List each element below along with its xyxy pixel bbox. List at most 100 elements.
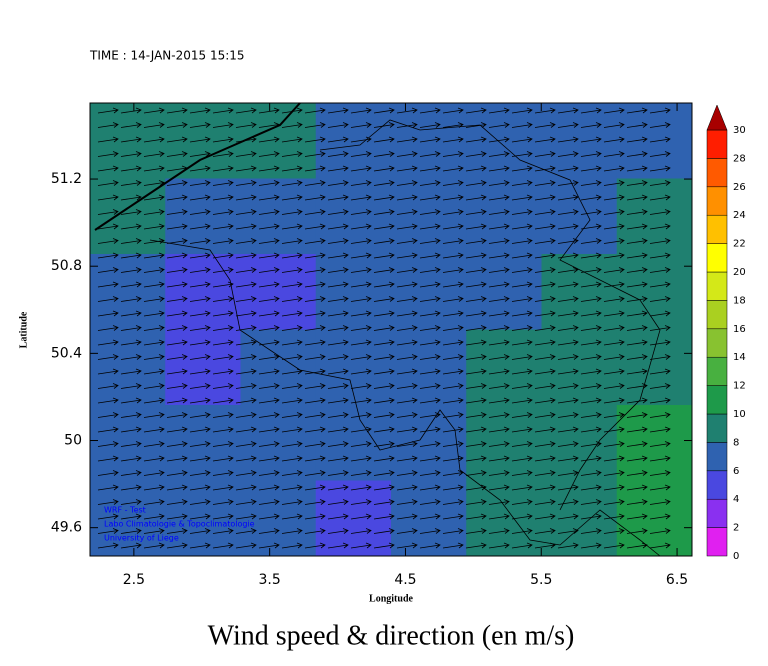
- arrow: [304, 470, 326, 476]
- arrow: [557, 194, 579, 201]
- arrow: [327, 426, 349, 433]
- arrow: [189, 325, 211, 331]
- speed-cell: [165, 329, 241, 406]
- arrow: [235, 151, 257, 157]
- arrow: [258, 151, 280, 157]
- arrow: [97, 310, 119, 317]
- speed-cell: [466, 405, 542, 481]
- arrow: [235, 325, 257, 331]
- arrow: [465, 470, 487, 476]
- arrow: [626, 252, 648, 259]
- arrow: [626, 281, 648, 288]
- arrow: [120, 412, 142, 418]
- arrow: [603, 136, 625, 143]
- arrow: [442, 238, 464, 244]
- arrow: [396, 339, 418, 346]
- arrow: [373, 209, 395, 215]
- arrow: [235, 513, 257, 520]
- arrow: [603, 122, 625, 128]
- arrow: [465, 223, 487, 230]
- arrow: [488, 513, 510, 520]
- arrow: [189, 151, 211, 157]
- arrow: [327, 107, 349, 114]
- arrow: [649, 455, 671, 462]
- arrow: [580, 484, 602, 491]
- colorbar-bin: [706, 214, 728, 244]
- arrow: [304, 499, 326, 505]
- speed-cell: [90, 329, 166, 406]
- arrow: [488, 383, 510, 389]
- arrow: [488, 252, 510, 259]
- arrow: [120, 368, 142, 375]
- credit: Labo Climatologie & Topoclimatologie: [104, 520, 255, 529]
- arrow: [534, 296, 556, 302]
- colorbar-bin: [706, 356, 728, 386]
- arrow: [258, 513, 280, 520]
- arrow: [603, 499, 625, 505]
- arrow: [580, 194, 602, 201]
- arrow: [350, 180, 372, 186]
- arrow: [143, 180, 165, 186]
- arrow: [465, 441, 487, 447]
- arrow: [235, 223, 257, 230]
- arrow: [97, 455, 119, 462]
- arrow: [488, 223, 510, 230]
- speed-cell: [391, 480, 467, 557]
- arrow: [649, 325, 671, 331]
- arrow: [396, 281, 418, 288]
- arrow: [235, 368, 257, 375]
- arrow: [396, 165, 418, 172]
- arrow: [212, 165, 234, 172]
- arrow: [511, 441, 533, 447]
- arrow: [304, 354, 326, 360]
- colorbar-bin: [706, 271, 728, 301]
- x-axis-label: Longitude: [369, 593, 413, 604]
- arrow: [373, 296, 395, 302]
- arrow: [143, 412, 165, 418]
- arrow: [281, 397, 303, 404]
- arrow: [143, 223, 165, 230]
- arrow: [396, 484, 418, 491]
- arrow: [557, 528, 579, 534]
- arrow: [235, 252, 257, 259]
- arrow: [603, 296, 625, 302]
- arrow: [166, 136, 188, 143]
- arrow: [419, 223, 441, 230]
- arrow: [373, 107, 395, 114]
- arrow: [166, 470, 188, 476]
- arrow: [258, 441, 280, 447]
- arrow: [534, 368, 556, 375]
- arrow: [350, 484, 372, 491]
- arrow: [557, 209, 579, 215]
- arrow: [212, 455, 234, 462]
- arrow: [580, 310, 602, 317]
- arrow: [189, 310, 211, 317]
- arrow: [327, 267, 349, 273]
- arrow: [281, 165, 303, 172]
- arrow: [281, 194, 303, 201]
- arrow: [258, 325, 280, 331]
- speed-cell: [315, 254, 392, 330]
- arrow: [534, 354, 556, 360]
- arrow: [534, 383, 556, 389]
- arrow: [304, 412, 326, 418]
- arrow: [626, 165, 648, 172]
- arrow: [373, 499, 395, 505]
- arrow: [373, 513, 395, 520]
- arrow: [166, 455, 188, 462]
- arrow: [465, 426, 487, 433]
- speed-cell: [90, 405, 166, 481]
- arrow: [649, 107, 671, 114]
- colorbar-extend: [706, 104, 728, 131]
- arrow: [511, 122, 533, 128]
- arrow: [396, 470, 418, 476]
- arrow: [143, 397, 165, 404]
- arrow: [120, 528, 142, 534]
- arrow: [258, 136, 280, 143]
- arrow: [511, 325, 533, 331]
- arrow: [580, 354, 602, 360]
- arrow: [166, 194, 188, 201]
- arrow: [258, 223, 280, 230]
- colorbar-bin: [706, 300, 728, 330]
- arrow: [626, 238, 648, 244]
